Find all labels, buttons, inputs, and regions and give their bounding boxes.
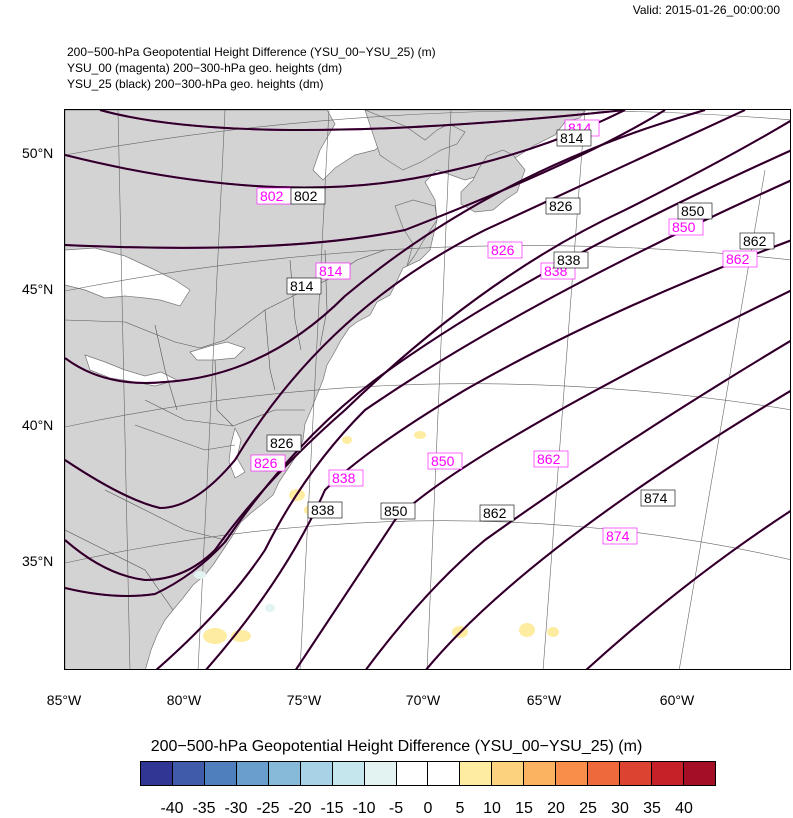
colorbar-swatch	[268, 762, 301, 785]
colorbar-tick-label: -10	[352, 800, 376, 817]
geopotential-contours	[65, 110, 790, 669]
lon-label-65w: 65°W	[526, 692, 562, 708]
label-m-850-bottom: 850	[431, 453, 455, 469]
political-borders	[65, 249, 386, 611]
colorbar-tick-label: -15	[320, 800, 344, 817]
colorbar-tick-label: -35	[192, 800, 216, 817]
label-m-862-top: 862	[726, 251, 750, 267]
colorbar-tick-label: 10	[483, 800, 501, 817]
colorbar-swatch	[428, 762, 461, 785]
black-labels: 814 802 826 814 838 850 862 826 838 850 …	[266, 129, 775, 522]
map-svg: 814 802 826 814 838 850 862 826 838 850 …	[65, 110, 790, 669]
lake-ontario	[189, 341, 246, 361]
colorbar-tick-label: 5	[455, 800, 465, 817]
label-b-862-bottom: 862	[483, 505, 507, 521]
land-quebec-north	[364, 110, 466, 171]
lake-huron-superior	[65, 247, 191, 307]
label-b-838-bottom: 838	[311, 502, 335, 518]
label-m-874: 874	[606, 528, 630, 544]
label-m-826-bottom: 826	[254, 455, 278, 471]
colorbar-tick-label: 25	[579, 800, 597, 817]
colorbar-tick-label: 20	[547, 800, 565, 817]
colorbar-tick-label: -20	[288, 800, 312, 817]
label-b-838-top: 838	[557, 252, 581, 268]
colorbar-swatch	[683, 762, 715, 785]
lon-label-70w: 70°W	[405, 692, 441, 708]
colorbar-tick-label: 35	[643, 800, 661, 817]
colorbar	[140, 761, 716, 786]
lon-label-60w: 60°W	[659, 692, 695, 708]
valid-time: Valid: 2015-01-26_00:00:00	[632, 3, 780, 17]
label-b-850-top: 850	[681, 203, 705, 219]
label-b-802: 802	[294, 188, 318, 204]
colorbar-swatch	[300, 762, 333, 785]
colorbar-swatch	[236, 762, 269, 785]
magenta-labels: 814 802 826 814 838 850 862 826 838 850 …	[250, 119, 758, 545]
lon-label-80w: 80°W	[166, 692, 202, 708]
title-ysu00: YSU_00 (magenta) 200−300-hPa geo. height…	[67, 61, 343, 75]
colorbar-swatch	[396, 762, 429, 785]
colorbar-swatch	[204, 762, 237, 785]
colorbar-tick-label: 40	[675, 800, 693, 817]
label-m-838-bottom: 838	[332, 470, 356, 486]
colorbar-tick-label: 0	[423, 800, 433, 817]
colorbar-tick-label: -25	[256, 800, 280, 817]
map-panel: 814 802 826 814 838 850 862 826 838 850 …	[64, 109, 791, 670]
lon-label-75w: 75°W	[286, 692, 322, 708]
lon-label-85w: 85°W	[46, 692, 82, 708]
label-b-850-bottom: 850	[384, 503, 408, 519]
colorbar-swatch	[364, 762, 397, 785]
label-m-802: 802	[260, 188, 284, 204]
label-m-826-top: 826	[491, 242, 515, 258]
colorbar-title: 200−500-hPa Geopotential Height Differen…	[150, 738, 643, 755]
lat-label-40n: 40°N	[22, 417, 54, 433]
label-m-814-mid: 814	[319, 263, 343, 279]
colorbar-tick-label: -30	[224, 800, 248, 817]
label-b-814-mid: 814	[290, 278, 314, 294]
label-b-814-top: 814	[560, 130, 584, 146]
label-m-862-bottom: 862	[537, 451, 561, 467]
colorbar-tick-label: -5	[388, 800, 404, 817]
title-difference: 200−500-hPa Geopotential Height Differen…	[67, 45, 436, 59]
colorbar-tick-label: 15	[515, 800, 533, 817]
chesapeake-bay	[228, 426, 246, 479]
lat-label-45n: 45°N	[22, 281, 54, 297]
colorbar-swatch	[492, 762, 525, 785]
colorbar-tick-label: 30	[611, 800, 629, 817]
label-b-826-bottom: 826	[270, 435, 294, 451]
colorbar-swatch	[172, 762, 205, 785]
colorbar-swatch	[556, 762, 589, 785]
label-b-874: 874	[644, 490, 668, 506]
lat-label-50n: 50°N	[22, 145, 54, 161]
title-ysu25: YSU_25 (black) 200−300-hPa geo. heights …	[67, 77, 324, 91]
contour-labels: 814 802 826 814 838 850 862 826 838 850 …	[250, 119, 775, 545]
label-m-850-top: 850	[672, 219, 696, 235]
lat-label-35n: 35°N	[22, 553, 54, 569]
land-nova-scotia	[394, 199, 438, 267]
lake-erie	[84, 354, 178, 387]
label-b-826-top: 826	[549, 198, 573, 214]
height-difference-negative	[194, 571, 275, 612]
colorbar-swatch	[524, 762, 557, 785]
colorbar-swatch	[332, 762, 365, 785]
colorbar-swatch	[620, 762, 652, 785]
colorbar-swatch	[460, 762, 493, 785]
colorbar-swatch	[141, 762, 173, 785]
label-b-862-top: 862	[743, 233, 767, 249]
colorbar-swatch	[652, 762, 684, 785]
colorbar-swatch	[588, 762, 621, 785]
colorbar-tick-label: -40	[160, 800, 184, 817]
